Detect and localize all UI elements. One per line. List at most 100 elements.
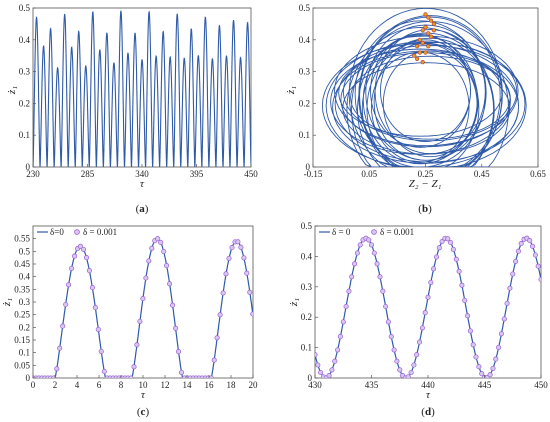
panel-d-marker	[465, 313, 471, 319]
panel-d-marker	[377, 274, 383, 280]
panel-d-marker	[380, 288, 386, 294]
panel-c-marker	[220, 290, 226, 296]
panel-c-marker	[250, 311, 253, 317]
poincare-point	[431, 21, 437, 27]
panel-c-marker	[238, 244, 244, 250]
panel-d-marker	[487, 372, 493, 378]
panel-d-marker	[385, 319, 391, 325]
panel-c-marker	[137, 318, 143, 324]
panel-d-marker	[498, 331, 504, 337]
panel-d-marker	[391, 347, 397, 353]
panel-c-marker	[89, 285, 95, 291]
poincare-point	[429, 34, 434, 39]
panel-b-ticks: -0.15 0.05 0.25 0.45 0.65 0 0.1 0.2 0.3 0.4 0.5	[299, 3, 547, 179]
panel-c-marker	[146, 258, 152, 264]
panel-d-marker	[459, 282, 465, 288]
panel-c-legend-marker-label: δ = 0.001	[83, 227, 117, 237]
panel-c-legend-marker-swatch	[74, 229, 80, 235]
x-tick-label: 2	[53, 380, 58, 390]
y-tick-label: 0.1	[299, 130, 310, 140]
y-tick-label: 0	[26, 162, 31, 172]
panel-d-marker	[315, 352, 318, 358]
panel-c-marker	[77, 243, 84, 249]
panel-b-trajectory	[321, 8, 527, 167]
panel-c-ticks: 0 2 4 6 8 10 12 14 16 18 2000.050.10.150.20.250.30…	[14, 234, 258, 390]
poincare-point	[412, 53, 417, 58]
x-tick-label: 16	[205, 380, 215, 390]
x-tick-label: 20	[249, 380, 259, 390]
poincare-point	[426, 44, 431, 49]
panel-b: -0.15 0.05 0.25 0.45 0.65 0 0.1 0.2 0.3 0.4 0.5 Z₂…	[285, 3, 546, 215]
x-tick-label: 12	[161, 380, 170, 390]
y-tick-label: 0.5	[299, 3, 311, 13]
x-tick-label: 0.45	[474, 169, 490, 179]
y-tick-label: 0.45	[14, 259, 30, 269]
panel-c-marker	[235, 239, 241, 245]
y-tick-label: 0.1	[19, 130, 30, 140]
x-tick-label: 435	[365, 380, 379, 390]
panel-b-ylabel: ż₁	[285, 86, 297, 95]
panel-d-marker	[467, 328, 473, 334]
panel-c-marker	[175, 349, 182, 355]
panel-d-marker	[349, 274, 355, 280]
panel-d-marker	[346, 288, 352, 294]
panel-d-marker	[436, 245, 442, 251]
panel-c-marker	[98, 348, 104, 354]
panel-d-marker	[408, 369, 414, 376]
y-tick-label: 0.05	[14, 360, 30, 370]
poincare-point	[420, 28, 425, 33]
panel-c-marker	[101, 368, 107, 375]
panel-d-marker	[532, 252, 538, 258]
panel-d-marker	[340, 319, 346, 325]
panel-d-legend-line-label: δ = 0	[332, 227, 351, 237]
panel-d-marker	[518, 241, 524, 247]
panel-b-plot-area	[321, 8, 527, 167]
panel-c-xlabel: τ	[141, 389, 146, 401]
panel-d-marker	[419, 325, 425, 331]
panel-d-marker	[493, 356, 499, 362]
x-tick-label: 440	[421, 380, 435, 390]
panel-c-marker	[173, 325, 179, 331]
panel-c-marker	[158, 239, 164, 245]
panel-d-marker	[343, 303, 349, 310]
panel-d-marker	[354, 250, 360, 256]
panel-c-marker	[134, 342, 140, 348]
panel-c-marker	[95, 326, 101, 332]
poincare-point	[426, 15, 431, 20]
panel-d-ylabel: ż₁	[288, 298, 300, 307]
panel-d-marker	[315, 362, 321, 368]
y-tick-label: 0	[306, 162, 311, 172]
panel-c-marker	[86, 268, 92, 274]
panel-d-marker	[433, 254, 440, 260]
panel-c-marker	[244, 270, 250, 276]
y-tick-label: 0.5	[19, 3, 31, 13]
panel-d-marker	[411, 362, 417, 368]
panel-d-xlabel: τ	[426, 389, 431, 401]
panel-d-marker	[507, 285, 513, 291]
panel-b-label: (b)	[418, 203, 432, 215]
panel-d-marker	[357, 242, 363, 248]
panel-c-marker	[229, 245, 235, 251]
panel-d-marker	[448, 239, 454, 246]
panel-d-marker	[371, 250, 377, 256]
panel-d-marker	[368, 242, 375, 248]
panel-d-legend-marker-swatch	[371, 229, 377, 235]
panel-d-marker	[515, 248, 521, 254]
y-tick-label: 0.2	[19, 322, 30, 332]
x-tick-label: 450	[534, 380, 548, 390]
panel-c-marker	[226, 255, 232, 261]
panel-c-marker	[241, 255, 247, 261]
panel-c-legend-line-label: δ=0	[50, 227, 64, 237]
panel-d-marker	[535, 263, 541, 269]
panel-d-marker	[439, 238, 445, 245]
panel-d-marker	[414, 352, 420, 358]
panel-d-plot-area	[315, 235, 541, 378]
poincare-point	[423, 25, 428, 30]
x-tick-label: 430	[308, 380, 322, 390]
panel-d-marker	[366, 237, 372, 243]
panel-d-marker	[326, 373, 332, 378]
y-tick-label: 0.3	[19, 67, 31, 77]
y-tick-label: 0.3	[301, 282, 313, 292]
poincare-point	[415, 44, 420, 49]
panel-d-marker	[527, 238, 533, 244]
